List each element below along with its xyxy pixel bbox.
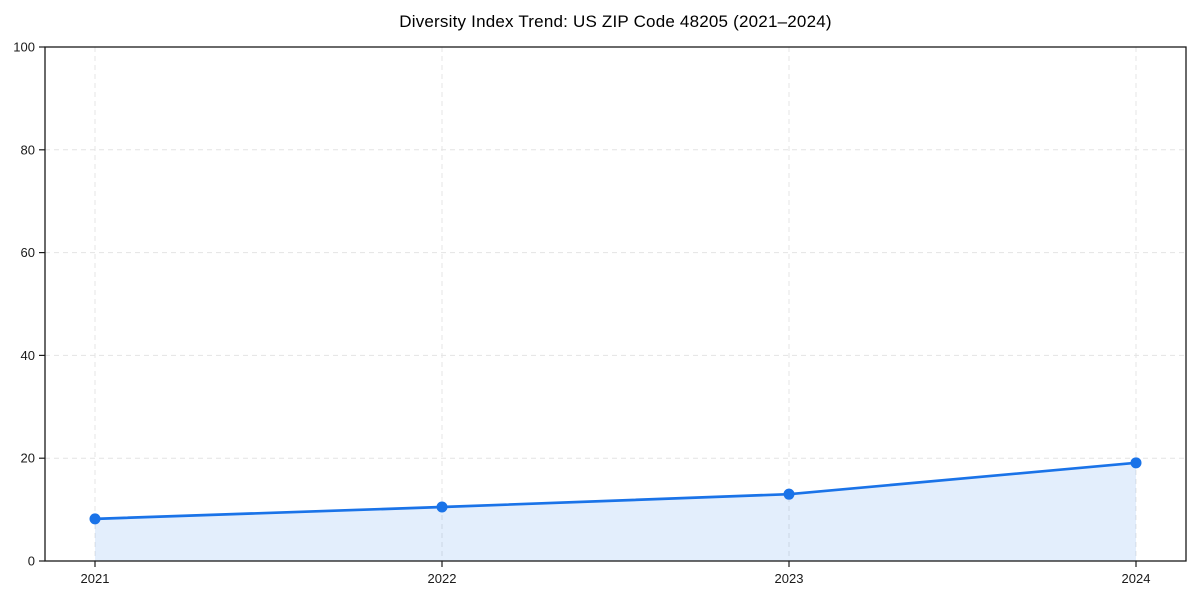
y-tick-label: 40 <box>21 348 35 363</box>
y-tick-label: 60 <box>21 245 35 260</box>
x-tick-label: 2024 <box>1122 571 1151 586</box>
y-tick-label: 20 <box>21 451 35 466</box>
plot-border <box>44 46 1187 562</box>
x-tick-label: 2021 <box>81 571 110 586</box>
data-point-2022 <box>436 501 448 513</box>
y-tick-label: 0 <box>28 554 35 569</box>
chart-title: Diversity Index Trend: US ZIP Code 48205… <box>399 12 832 31</box>
trend-line <box>93 461 1138 521</box>
data-point-2024 <box>1130 457 1142 469</box>
y-tick-label: 80 <box>21 142 35 157</box>
data-point-2021 <box>89 513 101 525</box>
x-tick-label: 2022 <box>428 571 457 586</box>
y-tick-label: 100 <box>13 40 35 55</box>
data-point-2023 <box>783 488 795 500</box>
x-tick-label: 2023 <box>775 571 804 586</box>
